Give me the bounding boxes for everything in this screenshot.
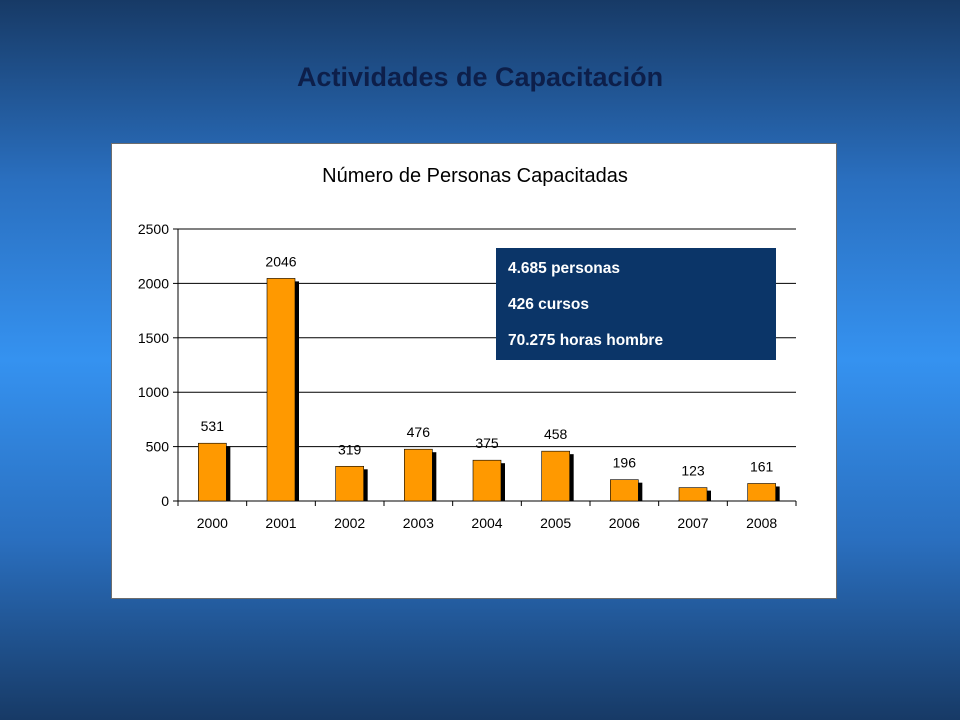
y-tick-label: 1500 [138, 330, 169, 346]
chart-title: Número de Personas Capacitadas [322, 165, 628, 187]
data-label: 123 [681, 463, 705, 479]
summary-hours: 70.275 horas hombre [508, 332, 664, 349]
data-label: 319 [338, 441, 362, 457]
y-tick-label: 0 [161, 493, 169, 509]
x-tick-label: 2003 [403, 515, 434, 531]
x-tick-label: 2002 [334, 515, 365, 531]
x-tick-label: 2006 [609, 515, 640, 531]
y-tick-label: 500 [146, 439, 170, 455]
data-label: 531 [201, 418, 225, 434]
data-label: 161 [750, 458, 774, 474]
bar-2002 [335, 465, 364, 502]
summary-box: 4.685 personas 426 cursos 70.275 horas h… [496, 248, 776, 360]
data-label: 2046 [265, 253, 296, 269]
data-label: 375 [475, 435, 499, 451]
x-tick-label: 2001 [265, 515, 296, 531]
x-tick-label: 2005 [540, 515, 571, 531]
bar-2004 [472, 459, 502, 502]
x-tick-label: 2008 [746, 515, 777, 531]
bar-2003 [404, 448, 433, 502]
bar-2005 [541, 450, 570, 502]
data-label: 458 [544, 426, 568, 442]
bar-chart: Número de Personas Capacitadas 0 500 1000 15… [138, 165, 797, 531]
summary-people: 4.685 personas [508, 260, 621, 277]
y-tick-label: 2500 [138, 221, 169, 237]
data-label: 196 [613, 455, 637, 471]
bar-2006 [610, 479, 639, 502]
x-tick-label: 2004 [471, 515, 502, 531]
y-tick-label: 1000 [138, 384, 169, 400]
x-tick-label: 2000 [197, 515, 228, 531]
data-label: 476 [407, 424, 431, 440]
slide-title: Actividades de Capacitación [296, 62, 664, 92]
bar-2001 [266, 278, 296, 502]
bar-2007 [678, 487, 708, 502]
summary-courses: 426 cursos [508, 296, 589, 313]
y-tick-label: 2000 [138, 275, 169, 291]
bar-2008 [747, 483, 776, 502]
x-tick-label: 2007 [677, 515, 708, 531]
chart-panel: Número de Personas Capacitadas 0 500 1000 15… [111, 143, 837, 599]
bar-2000 [198, 442, 227, 502]
